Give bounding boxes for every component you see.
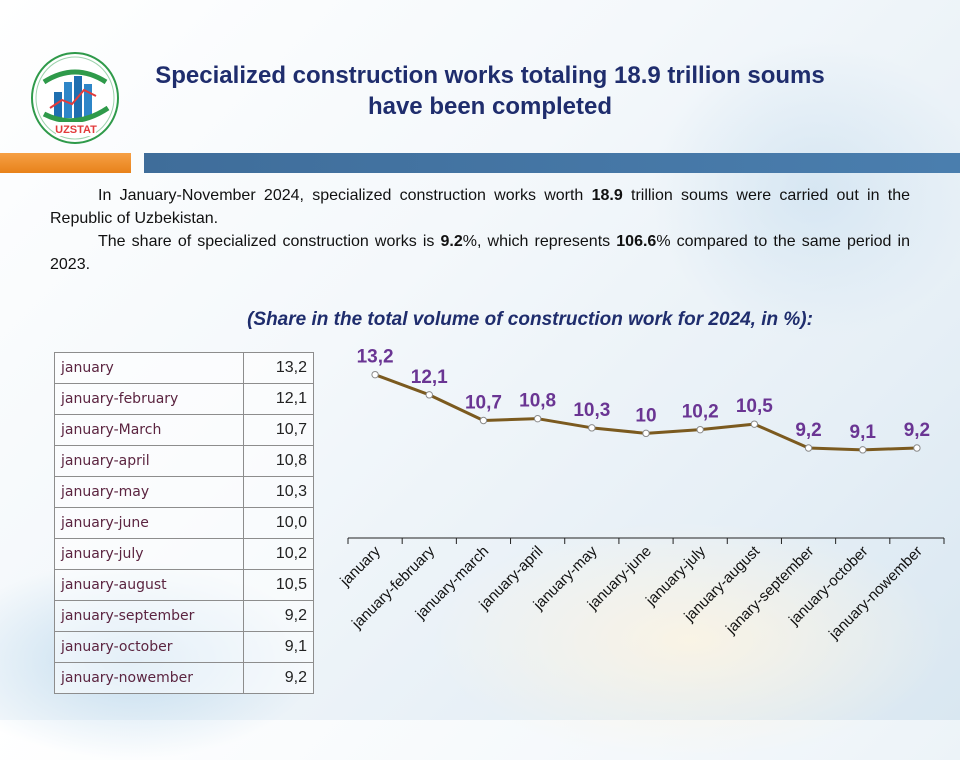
data-point bbox=[750, 420, 759, 428]
table-row: january-february 12,1 bbox=[54, 383, 314, 415]
data-label: 10,3 bbox=[573, 400, 610, 421]
data-point bbox=[913, 444, 921, 452]
data-point bbox=[371, 370, 379, 379]
table-row: january-nowember 9,2 bbox=[54, 662, 314, 694]
header-divider-orange bbox=[0, 153, 131, 173]
data-point bbox=[533, 414, 542, 423]
row-label: january-nowember bbox=[54, 662, 244, 694]
data-label: 10,2 bbox=[682, 402, 719, 423]
row-value: 10,2 bbox=[243, 538, 314, 570]
data-label: 10,5 bbox=[736, 396, 773, 417]
table-row: january 13,2 bbox=[54, 352, 314, 384]
row-value: 9,1 bbox=[243, 631, 314, 663]
row-value: 13,2 bbox=[243, 352, 314, 384]
row-label: january bbox=[54, 352, 244, 384]
row-label: january-March bbox=[54, 414, 244, 446]
uzstat-logo: UZSTAT bbox=[30, 52, 120, 147]
logo-text: UZSTAT bbox=[55, 124, 97, 136]
data-label: 9,2 bbox=[795, 420, 821, 441]
row-label: january-june bbox=[54, 507, 244, 539]
data-label: 10 bbox=[635, 405, 656, 426]
row-value: 9,2 bbox=[243, 600, 314, 632]
row-value: 12,1 bbox=[243, 383, 314, 415]
row-value: 10,7 bbox=[243, 414, 314, 446]
line-chart: 13,2 12,1 10,7 10,8 10,3 10 10,2 10,5 9,2 9,1 9,2 j… bbox=[336, 347, 945, 644]
x-tick-label: january bbox=[336, 542, 384, 590]
row-label: january-september bbox=[54, 600, 244, 632]
data-label: 10,8 bbox=[519, 391, 556, 412]
row-label: january-july bbox=[54, 538, 244, 570]
table-row: january-september 9,2 bbox=[54, 600, 314, 632]
table-row: january-may 10,3 bbox=[54, 476, 314, 508]
data-point bbox=[425, 391, 433, 399]
row-label: january-october bbox=[54, 631, 244, 663]
row-value: 10,0 bbox=[243, 507, 314, 539]
data-point bbox=[479, 416, 488, 425]
data-point bbox=[642, 429, 650, 438]
intro-text: In January-November 2024, specialized co… bbox=[50, 184, 910, 276]
intro-paragraph-1: In January-November 2024, specialized co… bbox=[50, 187, 910, 227]
row-label: january-april bbox=[54, 445, 244, 477]
table-row: january-august 10,5 bbox=[54, 569, 314, 601]
data-label: 13,2 bbox=[357, 347, 394, 368]
row-value: 9,2 bbox=[243, 662, 314, 694]
data-label: 10,7 bbox=[465, 393, 502, 414]
row-value: 10,8 bbox=[243, 445, 314, 477]
data-label: 12,1 bbox=[411, 367, 448, 388]
data-table: january 13,2 january-february 12,1 january… bbox=[54, 352, 314, 694]
header-divider-blue bbox=[144, 153, 960, 173]
table-row: january-july 10,2 bbox=[54, 538, 314, 570]
x-tick-label: january-nowember bbox=[825, 543, 926, 644]
data-point bbox=[859, 446, 867, 454]
row-label: january-february bbox=[54, 383, 244, 415]
data-point bbox=[804, 444, 813, 452]
data-label: 9,2 bbox=[904, 420, 930, 441]
chart-subtitle: (Share in the total volume of constructi… bbox=[247, 309, 813, 330]
row-value: 10,3 bbox=[243, 476, 314, 508]
data-label: 9,1 bbox=[850, 422, 877, 443]
table-row: january-october 9,1 bbox=[54, 631, 314, 663]
page-title: Specialized construction works totaling … bbox=[155, 62, 825, 120]
row-label: january-august bbox=[54, 569, 244, 601]
row-value: 10,5 bbox=[243, 569, 314, 601]
table-row: january-March 10,7 bbox=[54, 414, 314, 446]
table-row: january-june 10,0 bbox=[54, 507, 314, 539]
intro-paragraph-2: The share of specialized construction wo… bbox=[50, 233, 911, 273]
data-point bbox=[696, 425, 704, 434]
row-label: january-may bbox=[54, 476, 244, 508]
table-row: january-april 10,8 bbox=[54, 445, 314, 477]
data-point bbox=[588, 424, 596, 432]
